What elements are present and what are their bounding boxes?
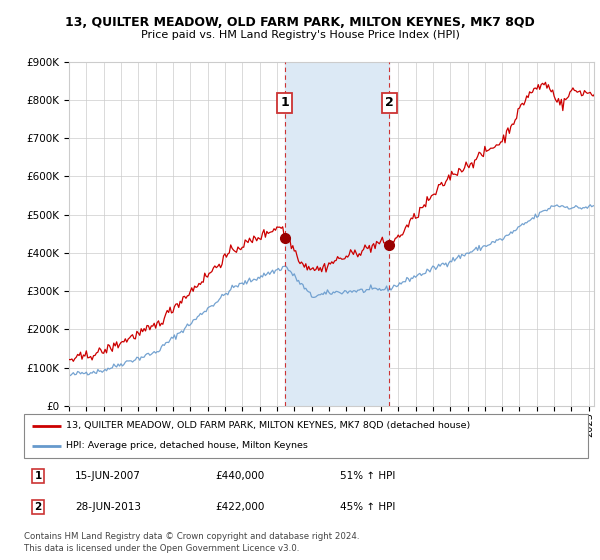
Text: This data is licensed under the Open Government Licence v3.0.: This data is licensed under the Open Gov… bbox=[24, 544, 299, 553]
Text: 13, QUILTER MEADOW, OLD FARM PARK, MILTON KEYNES, MK7 8QD (detached house): 13, QUILTER MEADOW, OLD FARM PARK, MILTO… bbox=[66, 421, 470, 430]
Text: 2: 2 bbox=[385, 96, 394, 109]
Text: 2: 2 bbox=[34, 502, 42, 512]
Text: 28-JUN-2013: 28-JUN-2013 bbox=[75, 502, 141, 512]
Text: 13, QUILTER MEADOW, OLD FARM PARK, MILTON KEYNES, MK7 8QD: 13, QUILTER MEADOW, OLD FARM PARK, MILTO… bbox=[65, 16, 535, 29]
Text: £422,000: £422,000 bbox=[216, 502, 265, 512]
Text: 51% ↑ HPI: 51% ↑ HPI bbox=[340, 471, 395, 481]
Bar bbox=[285, 62, 389, 406]
Text: 1: 1 bbox=[34, 471, 42, 481]
FancyBboxPatch shape bbox=[24, 414, 588, 458]
Text: Price paid vs. HM Land Registry's House Price Index (HPI): Price paid vs. HM Land Registry's House … bbox=[140, 30, 460, 40]
Text: 1: 1 bbox=[281, 96, 289, 109]
Text: HPI: Average price, detached house, Milton Keynes: HPI: Average price, detached house, Milt… bbox=[66, 441, 308, 450]
Text: 45% ↑ HPI: 45% ↑ HPI bbox=[340, 502, 395, 512]
Text: Contains HM Land Registry data © Crown copyright and database right 2024.: Contains HM Land Registry data © Crown c… bbox=[24, 532, 359, 541]
Text: 15-JUN-2007: 15-JUN-2007 bbox=[75, 471, 140, 481]
Text: £440,000: £440,000 bbox=[216, 471, 265, 481]
